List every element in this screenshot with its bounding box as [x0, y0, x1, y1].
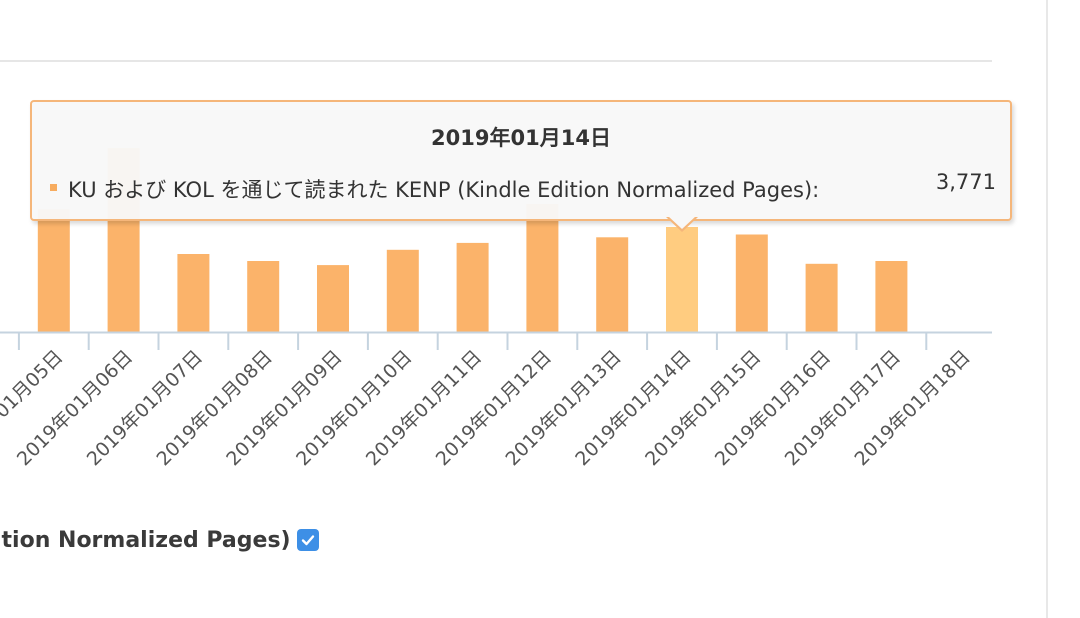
scrollbar-track[interactable] — [1046, 0, 1048, 618]
x-tick-label: 2019年01月12日 — [432, 346, 556, 470]
x-tick-label: 2019年01月15日 — [641, 346, 765, 470]
bar-2019年01月14日[interactable] — [666, 227, 698, 332]
divider-line — [0, 60, 992, 62]
x-tick-label: 2019年01月17日 — [781, 346, 905, 470]
chart-tooltip: 2019年01月14日 KU および KOL を通じて読まれた KENP (Ki… — [30, 100, 1012, 232]
x-tick-label: 2019年01月10日 — [292, 346, 416, 470]
x-tick-label: 2019年01月11日 — [362, 346, 486, 470]
bar-2019年01月15日[interactable] — [735, 234, 768, 333]
bar-2019年01月07日[interactable] — [177, 254, 210, 332]
legend-label[interactable]: ition Normalized Pages) — [0, 527, 291, 553]
x-tick-label: 2019年01月14日 — [571, 346, 695, 470]
tooltip-series-label: KU および KOL を通じて読まれた KENP (Kindle Edition… — [68, 178, 820, 202]
bar-2019年01月16日[interactable] — [805, 263, 838, 333]
x-tick-label: 2019年01月13日 — [501, 346, 625, 470]
x-tick-label: 2019年01月16日 — [711, 346, 835, 470]
bar-2019年01月08日[interactable] — [247, 261, 280, 332]
tooltip-caret — [668, 216, 696, 229]
tooltip-row: KU および KOL を通じて読まれた KENP (Kindle Edition… — [46, 170, 996, 204]
x-tick-label: 2019年01月09日 — [222, 346, 346, 470]
tooltip-date: 2019年01月14日 — [431, 126, 611, 150]
bar-2019年01月10日[interactable] — [386, 249, 419, 332]
bar-2019年01月13日[interactable] — [596, 237, 629, 332]
bar-2019年01月11日[interactable] — [456, 242, 489, 332]
legend-checkbox[interactable] — [296, 529, 319, 551]
bar-2019年01月05日[interactable] — [37, 209, 70, 332]
series-marker-icon — [50, 184, 57, 191]
x-tick-label: 2019年01月18日 — [850, 346, 974, 470]
x-tick-label: 2019年01月07日 — [83, 346, 207, 470]
bar-2019年01月12日[interactable] — [526, 203, 559, 332]
tooltip-value: 3,771 — [935, 170, 996, 194]
x-tick-label: 2019年01月06日 — [13, 346, 137, 470]
x-tick-label: 2019年01月08日 — [152, 346, 276, 470]
bar-2019年01月09日[interactable] — [317, 265, 349, 332]
legend-item[interactable]: ition Normalized Pages) — [0, 524, 319, 556]
checkmark-icon — [301, 535, 314, 546]
bar-2019年01月17日[interactable] — [875, 261, 908, 332]
